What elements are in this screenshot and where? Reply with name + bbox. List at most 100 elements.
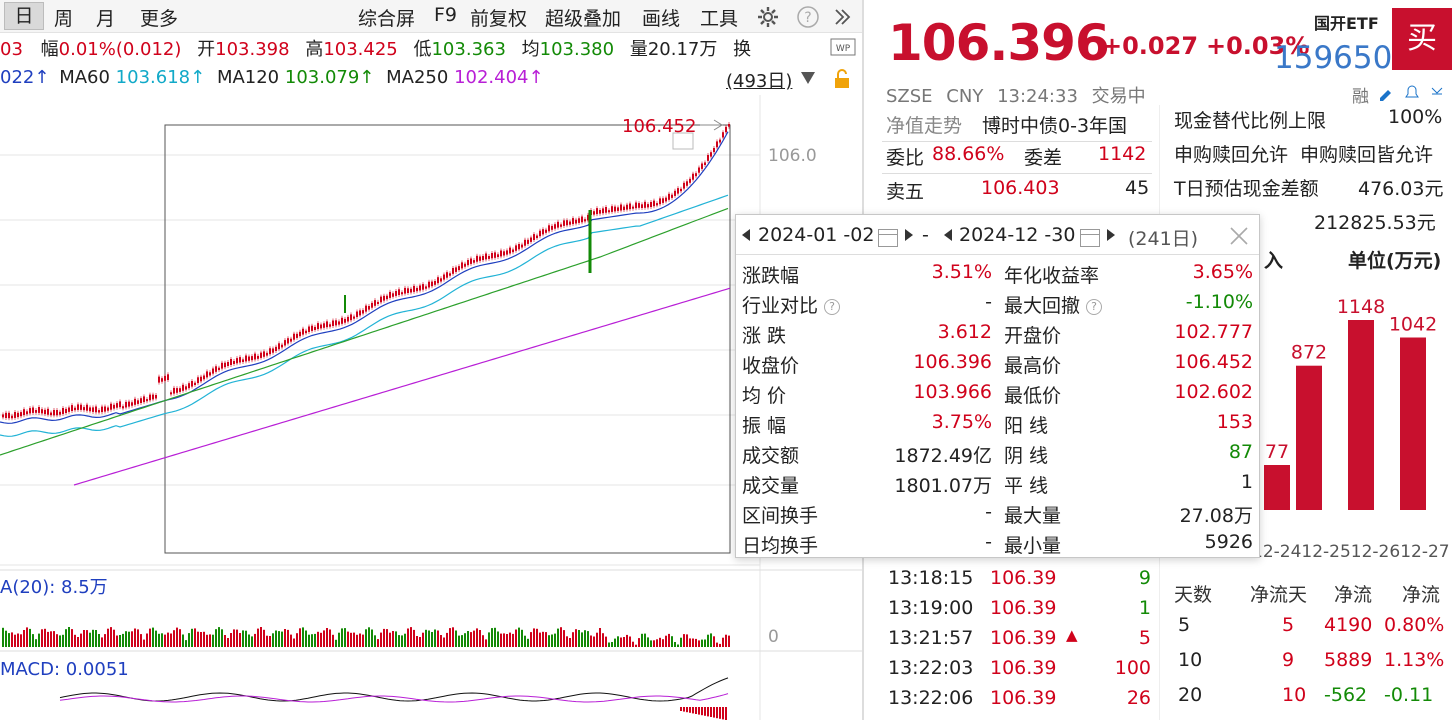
close-icon[interactable] <box>1228 225 1250 247</box>
end-date-input[interactable]: 2024-12 -30 <box>959 224 1076 246</box>
volume-bar <box>686 634 688 647</box>
volume-bar <box>65 629 67 647</box>
webi-label: 委比 <box>886 147 925 169</box>
settings-gear-icon[interactable] <box>756 5 780 29</box>
volume-bar <box>350 632 352 647</box>
netflow-header-pct: 净流 <box>1402 584 1441 606</box>
macd-bar <box>719 707 721 719</box>
volume-bar <box>383 628 385 647</box>
tday-diff-value: 476.03元 <box>1358 178 1444 200</box>
volume-bar <box>203 631 205 647</box>
volume-bar <box>485 639 487 647</box>
volume-bar <box>719 643 721 647</box>
up-arrow-icon: ▲ <box>1066 626 1078 644</box>
index-name: 博时中债0-3年国 <box>982 115 1128 137</box>
volume-bar <box>476 628 478 647</box>
volume-bar <box>191 628 193 647</box>
flow-bar-label: 872 <box>1291 342 1327 364</box>
macd-bar <box>692 707 694 714</box>
period-week-tab[interactable]: 周 <box>54 8 74 30</box>
help-icon[interactable]: ? <box>796 5 820 29</box>
volume-bar <box>197 631 199 647</box>
period-month-tab[interactable]: 月 <box>96 8 116 30</box>
volume-bar <box>332 634 334 647</box>
toolbar-icons[interactable] <box>1376 84 1452 102</box>
forward-adjust-button[interactable]: 前复权 <box>470 8 528 30</box>
end-next-arrow-icon[interactable] <box>1106 229 1116 241</box>
edit-icon <box>1380 90 1391 101</box>
netflow-pct: 1.13% <box>1384 649 1445 671</box>
volume-bar <box>149 628 151 647</box>
dropdown-triangle-icon[interactable] <box>800 71 816 85</box>
period-more-tab[interactable]: 更多 <box>140 8 179 30</box>
range-stats-popup: 2024-01 -02 - 2024-12 -30 (241日) 涨跌幅 3.5… <box>735 214 1260 558</box>
volume-bar <box>371 629 373 647</box>
volume-bar <box>137 629 139 647</box>
volume-bar <box>365 629 367 647</box>
volume-bar <box>125 631 127 647</box>
volume-bar <box>449 628 451 647</box>
start-calendar-icon[interactable] <box>876 226 898 248</box>
volume-bar <box>521 629 523 647</box>
volume-bar <box>677 644 679 647</box>
end-calendar-icon[interactable] <box>1078 226 1100 248</box>
tools-button[interactable]: 工具 <box>700 8 739 30</box>
lock-icon[interactable] <box>832 68 852 90</box>
f9-button[interactable]: F9 <box>434 4 458 26</box>
collapse-icon <box>1431 87 1443 94</box>
range-days[interactable]: (493日) <box>726 71 793 92</box>
period-day-tab[interactable]: 日 <box>4 2 44 30</box>
ma250-label: MA250 <box>386 67 449 88</box>
volume-bar <box>245 630 247 647</box>
netflow-header-days: 天数 <box>1174 584 1213 606</box>
margin-label: 融 <box>1352 87 1369 107</box>
flow-bar <box>1296 365 1322 510</box>
volume-bar <box>110 627 112 647</box>
overview-screen-button[interactable]: 综合屏 <box>358 8 416 30</box>
start-prev-arrow-icon[interactable] <box>741 229 751 241</box>
tick-time: 13:22:03 <box>888 657 974 679</box>
netflow-dcount: 10 <box>1282 684 1307 706</box>
stat-value: 153 <box>1216 411 1253 433</box>
kline-chart[interactable]: 106.452 106.0 A(20): 8.5万 0 MACD: 0.0051 <box>0 95 862 720</box>
volume-bar <box>401 635 403 647</box>
help-icon[interactable]: ? <box>824 298 841 315</box>
draw-line-button[interactable]: 画线 <box>642 8 681 30</box>
volume-bar <box>425 629 427 647</box>
range-stat-row: 涨 跌 3.612 开盘价 102.777 <box>736 321 1259 349</box>
stat-value: 106.452 <box>1174 351 1253 373</box>
stat-label: 平 线 <box>1004 475 1049 497</box>
start-next-arrow-icon[interactable] <box>904 229 914 241</box>
nav-trend-label[interactable]: 净值走势 <box>886 115 963 137</box>
prev-fragment: 03 <box>0 39 23 60</box>
tday-diff-label: T日预估现金差额 <box>1174 178 1319 200</box>
volume-bar <box>599 628 601 647</box>
volume-bar <box>344 628 346 647</box>
volume-bar <box>14 634 16 647</box>
chart-corner-icon <box>672 132 694 150</box>
flow-bar <box>1400 337 1426 510</box>
volume-bars <box>2 627 730 647</box>
sell5-label: 卖五 <box>886 181 925 203</box>
macd-bar <box>689 707 691 713</box>
start-date-input[interactable]: 2024-01 -02 <box>758 224 875 246</box>
sell5-volume: 45 <box>1125 177 1150 199</box>
wp-icon[interactable]: WP <box>830 38 856 60</box>
etf-code: 159650 <box>1274 40 1393 76</box>
end-prev-arrow-icon[interactable] <box>943 229 953 241</box>
webi-value: 88.66% <box>932 143 1005 165</box>
stat-label: 成交量 <box>742 475 800 497</box>
volume-bar <box>260 627 262 647</box>
help-icon[interactable]: ? <box>1086 298 1103 315</box>
volume-bar <box>179 629 181 647</box>
range-stat-row: 行业对比 ? - 最大回撤 ? -1.10% <box>736 291 1259 319</box>
super-overlay-button[interactable]: 超级叠加 <box>545 8 622 30</box>
volume-bar <box>524 635 526 647</box>
macd-label: MACD: 0.0051 <box>0 659 129 680</box>
axis-label-106: 106.0 <box>768 146 817 166</box>
tick-volume: 5 <box>1138 627 1151 649</box>
expand-chevron-icon[interactable] <box>832 7 852 27</box>
buy-button[interactable]: 买 <box>1392 8 1452 70</box>
volume-bar <box>569 638 571 647</box>
range-stat-row: 成交量 1801.07万平 线 1 <box>736 471 1259 499</box>
